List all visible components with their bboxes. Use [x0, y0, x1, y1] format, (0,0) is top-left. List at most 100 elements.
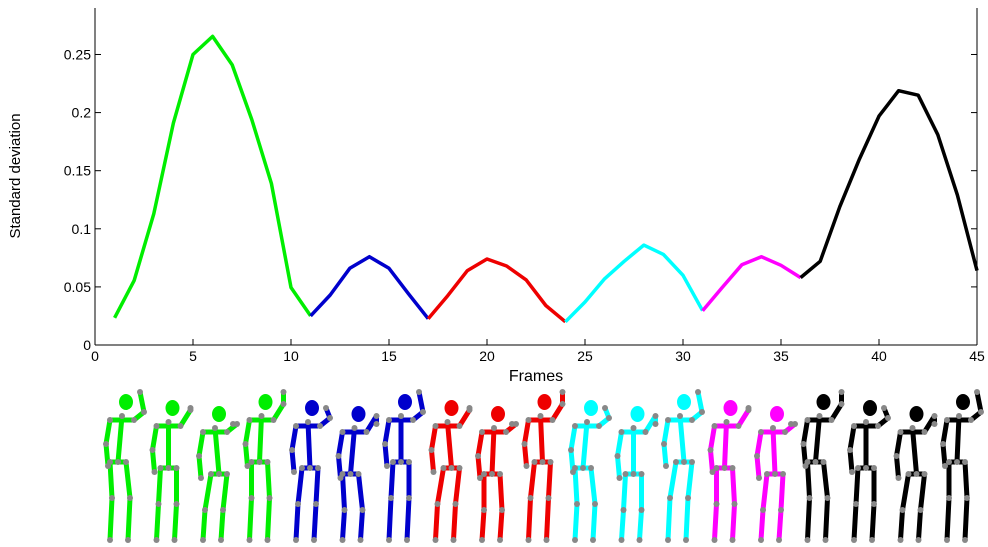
bone [137, 389, 147, 415]
head [909, 406, 924, 422]
bone [489, 425, 497, 477]
bone [125, 495, 133, 543]
bone [776, 507, 784, 543]
bone [150, 423, 159, 453]
joint [246, 417, 253, 423]
bone [621, 471, 628, 513]
bone [457, 407, 472, 429]
bone [851, 501, 859, 543]
joint [921, 471, 928, 477]
joint [711, 423, 718, 429]
joint [420, 409, 426, 415]
joint [497, 537, 503, 543]
bone [572, 501, 580, 543]
joint [921, 429, 928, 435]
joint [616, 475, 623, 481]
bone [683, 495, 691, 543]
bone [313, 465, 321, 507]
bone [382, 417, 392, 447]
head [770, 406, 784, 422]
joint [173, 465, 180, 471]
bone [522, 441, 529, 469]
joint [119, 413, 125, 419]
joint [305, 419, 311, 425]
bone [218, 507, 226, 543]
line-series [799, 88, 979, 279]
bone [416, 389, 426, 415]
joint [745, 405, 752, 411]
joint [315, 465, 321, 471]
joint [897, 537, 904, 543]
bone [853, 465, 861, 507]
bone [200, 507, 208, 543]
joint [220, 507, 226, 513]
bone [615, 453, 622, 481]
bone [847, 423, 857, 453]
bone [404, 495, 412, 543]
bone [115, 413, 125, 465]
bone [954, 413, 962, 465]
head [630, 406, 645, 422]
joint [521, 441, 528, 447]
bone [940, 417, 950, 447]
joint [432, 423, 439, 429]
x-tick-label: 15 [381, 348, 397, 364]
bone [974, 389, 984, 415]
joint [652, 413, 659, 419]
joint [638, 507, 645, 513]
joint [618, 429, 625, 435]
bone [944, 495, 952, 543]
bone [712, 501, 719, 543]
joint [398, 413, 404, 419]
joint [497, 471, 503, 477]
joint [416, 389, 422, 395]
joint [855, 465, 861, 471]
bone [123, 459, 133, 501]
head [537, 394, 552, 410]
head [491, 406, 505, 422]
joint [313, 501, 319, 507]
joint [299, 465, 305, 471]
joint [673, 459, 679, 465]
bone [708, 447, 715, 475]
joint [137, 389, 143, 395]
head [305, 400, 319, 416]
bone [722, 419, 729, 471]
joint [931, 421, 938, 427]
joint [475, 453, 481, 459]
bone [918, 471, 927, 513]
y-tick-label: 0.25 [64, 46, 91, 62]
joint [838, 389, 845, 395]
joint [559, 401, 566, 407]
bone [348, 425, 357, 477]
joint [341, 507, 348, 513]
bone [568, 423, 578, 453]
bone [847, 447, 855, 475]
joint [572, 423, 578, 429]
joint [406, 495, 412, 501]
joint [410, 417, 416, 423]
joint [339, 471, 346, 477]
joint [187, 405, 194, 411]
joint [964, 495, 970, 501]
joint [729, 465, 736, 471]
joint [788, 421, 794, 427]
joint [479, 537, 485, 543]
joint [289, 447, 295, 453]
x-tick-label: 35 [773, 348, 789, 364]
joint [481, 507, 487, 513]
bone [178, 407, 193, 429]
joint [430, 469, 437, 475]
joint [291, 469, 297, 475]
bone [289, 447, 297, 475]
bone [445, 419, 454, 471]
joint [559, 389, 566, 395]
joint [620, 507, 627, 513]
joint [614, 453, 621, 459]
joint [280, 389, 287, 395]
bone [588, 465, 598, 507]
joint [956, 413, 962, 419]
joint [107, 537, 113, 543]
head [351, 406, 366, 422]
joint [386, 417, 392, 423]
